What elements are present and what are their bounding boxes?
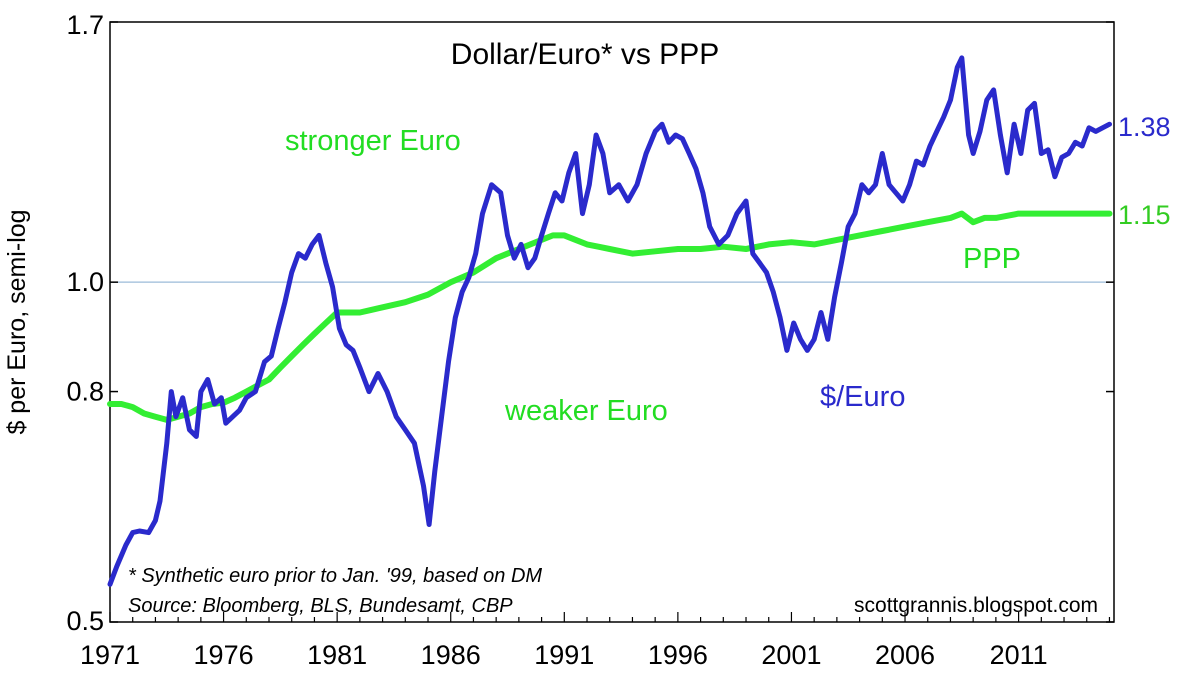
- y-axis-label: $ per Euro, semi-log: [3, 209, 31, 434]
- annotation-dollar-euro: $/Euro: [820, 381, 905, 413]
- x-axis: 1971 1976 1981 1986 1991 1996 2001 2006 2011: [80, 612, 1111, 670]
- x-tick-label: 1991: [534, 640, 594, 670]
- y-tick-label: 1.0: [66, 267, 104, 297]
- x-tick-label: 1976: [194, 640, 254, 670]
- x-tick-label: 1986: [421, 640, 481, 670]
- y-tick-label: 1.7: [66, 10, 104, 40]
- end-label-ppp: 1.15: [1118, 200, 1171, 230]
- x-tick-label: 1981: [307, 640, 367, 670]
- y-tick-label: 0.8: [66, 377, 104, 407]
- x-tick-label: 2001: [761, 640, 821, 670]
- series-line-dollar-euro: [107, 55, 1112, 587]
- y-tick-label: 0.5: [66, 606, 104, 636]
- chart-title: Dollar/Euro* vs PPP: [451, 38, 719, 71]
- plot-area: [109, 21, 1115, 623]
- x-tick-label: 1996: [648, 640, 708, 670]
- credit: scottgrannis.blogspot.com: [854, 594, 1098, 617]
- x-tick-label: 2011: [990, 640, 1048, 670]
- y-axis: 0.5 0.8 1.0 1.7: [66, 10, 1114, 636]
- end-label-dollar-euro: 1.38: [1118, 112, 1171, 142]
- annotation-ppp: PPP: [963, 243, 1021, 275]
- annotation-stronger-euro: stronger Euro: [285, 125, 461, 157]
- footnote: * Synthetic euro prior to Jan. '99, base…: [128, 565, 542, 587]
- x-tick-label: 2006: [875, 640, 935, 670]
- x-tick-label: 1971: [80, 640, 140, 670]
- annotation-weaker-euro: weaker Euro: [504, 395, 668, 427]
- source-note: Source: Bloomberg, BLS, Bundesamt, CBP: [128, 595, 513, 617]
